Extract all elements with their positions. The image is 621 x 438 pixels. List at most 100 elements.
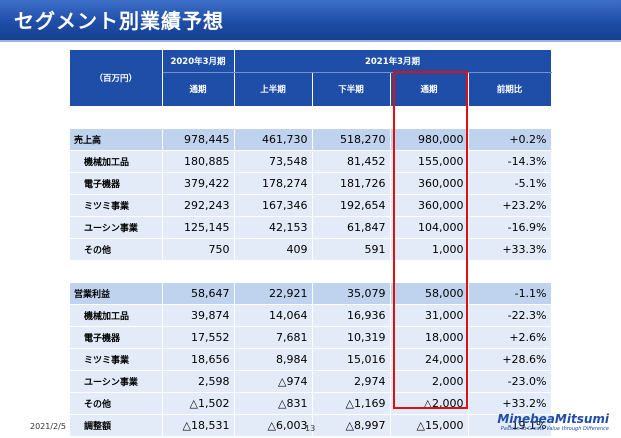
row-label: 電子機器 [70, 326, 163, 349]
table-row: ミツミ事業 292,243 167,346 192,654 360,000 +23.2% [70, 194, 552, 217]
value-cell: 2,974 [312, 370, 391, 393]
value-cell: +33.3% [468, 238, 552, 261]
value-cell: 360,000 [390, 194, 469, 217]
title-bar: セグメント別業績予想 [0, 0, 621, 40]
value-cell: △8,997 [312, 414, 391, 437]
table-row: 電子機器 17,552 7,681 10,319 18,000 +2.6% [70, 326, 552, 349]
row-label: その他 [70, 392, 163, 415]
value-cell: 61,847 [312, 216, 391, 239]
value-cell: 750 [162, 238, 235, 261]
row-label: その他 [70, 238, 163, 261]
value-cell: 58,647 [162, 282, 235, 305]
value-cell: 73,548 [234, 150, 313, 173]
value-cell: -22.3% [468, 304, 552, 327]
value-cell: △1,502 [162, 392, 235, 415]
value-cell: 292,243 [162, 194, 235, 217]
table-row: 電子機器 379,422 178,274 181,726 360,000 -5.1% [70, 172, 552, 195]
row-label: ミツミ事業 [70, 194, 163, 217]
value-cell: △1,169 [312, 392, 391, 415]
value-cell: 58,000 [390, 282, 469, 305]
value-cell: 15,016 [312, 348, 391, 371]
value-cell: 16,936 [312, 304, 391, 327]
value-cell: 360,000 [390, 172, 469, 195]
value-cell: 7,681 [234, 326, 313, 349]
row-label: ミツミ事業 [70, 348, 163, 371]
value-cell: 35,079 [312, 282, 391, 305]
table-row: ユーシン事業 125,145 42,153 61,847 104,000 -16.9% [70, 216, 552, 239]
second-half-header: 下半期 [312, 72, 391, 107]
row-label: 機械加工品 [70, 150, 163, 173]
value-cell: 14,064 [234, 304, 313, 327]
value-cell: -1.1% [468, 282, 552, 305]
row-label: 営業利益 [70, 282, 163, 305]
value-cell: 104,000 [390, 216, 469, 239]
value-cell: +23.2% [468, 194, 552, 217]
value-cell: 8,984 [234, 348, 313, 371]
table-row: その他 750 409 591 1,000 +33.3% [70, 238, 552, 261]
first-half-header: 上半期 [234, 72, 313, 107]
value-cell: 18,656 [162, 348, 235, 371]
value-cell: +0.2% [468, 128, 552, 151]
spacer-row [70, 106, 552, 129]
value-cell: △831 [234, 392, 313, 415]
fy2020-header: 2020年3月期 [162, 50, 235, 73]
row-label: ユーシン事業 [70, 216, 163, 239]
row-label: 電子機器 [70, 172, 163, 195]
value-cell: 192,654 [312, 194, 391, 217]
value-cell: 518,270 [312, 128, 391, 151]
value-cell: △974 [234, 370, 313, 393]
page-title: セグメント別業績予想 [14, 9, 224, 33]
unit-header: （百万円） [70, 50, 163, 107]
value-cell: 2,598 [162, 370, 235, 393]
value-cell: 181,726 [312, 172, 391, 195]
value-cell: 167,346 [234, 194, 313, 217]
value-cell: -23.0% [468, 370, 552, 393]
value-cell: +33.2% [468, 392, 552, 415]
value-cell: 22,921 [234, 282, 313, 305]
table-row: 売上高 978,445 461,730 518,270 980,000 +0.2% [70, 128, 552, 151]
value-cell: -5.1% [468, 172, 552, 195]
value-cell: 2,000 [390, 370, 469, 393]
table-row: 調整額 △18,531 △6,003 △8,997 △15,000 -19.1% [70, 414, 552, 437]
value-cell: 1,000 [390, 238, 469, 261]
fy2020-full-year-header: 通期 [162, 72, 235, 107]
value-cell: 17,552 [162, 326, 235, 349]
value-cell: -16.9% [468, 216, 552, 239]
row-label: ユーシン事業 [70, 370, 163, 393]
table-row: その他 △1,502 △831 △1,169 △2,000 +33.2% [70, 392, 552, 415]
value-cell: 10,319 [312, 326, 391, 349]
fy2021-full-year-header: 通期 [390, 72, 469, 107]
row-label: 機械加工品 [70, 304, 163, 327]
value-cell: △6,003 [234, 414, 313, 437]
table-row: 機械加工品 180,885 73,548 81,452 155,000 -14.3% [70, 150, 552, 173]
logo-tagline: Passion to Create Value through Differen… [500, 426, 609, 432]
value-cell: -14.3% [468, 150, 552, 173]
value-cell: △2,000 [390, 392, 469, 415]
page-number: 13 [305, 424, 316, 433]
value-cell: 125,145 [162, 216, 235, 239]
table-row: 機械加工品 39,874 14,064 16,936 31,000 -22.3% [70, 304, 552, 327]
table-row: 営業利益 58,647 22,921 35,079 58,000 -1.1% [70, 282, 552, 305]
footer-date: 2021/2/5 [30, 422, 66, 431]
row-label: 調整額 [70, 414, 163, 437]
value-cell: 180,885 [162, 150, 235, 173]
value-cell: 409 [234, 238, 313, 261]
table-row: ミツミ事業 18,656 8,984 15,016 24,000 +28.6% [70, 348, 552, 371]
value-cell: 155,000 [390, 150, 469, 173]
table-row: ユーシン事業 2,598 △974 2,974 2,000 -23.0% [70, 370, 552, 393]
company-logo: MinebeaMitsumi Passion to Create Value t… [497, 412, 609, 432]
value-cell: 178,274 [234, 172, 313, 195]
fy2021-header: 2021年3月期 [234, 50, 552, 73]
value-cell: 591 [312, 238, 391, 261]
row-label: 売上高 [70, 128, 163, 151]
header-row-2: 通期 上半期 下半期 通期 前期比 [70, 72, 552, 107]
spacer-row [70, 260, 552, 283]
segment-forecast-table: （百万円） 2020年3月期 2021年3月期 通期 上半期 下半期 通期 前期… [70, 50, 552, 437]
value-cell: 39,874 [162, 304, 235, 327]
title-underline [0, 40, 621, 42]
value-cell: △18,531 [162, 414, 235, 437]
value-cell: 24,000 [390, 348, 469, 371]
value-cell: +28.6% [468, 348, 552, 371]
value-cell: 31,000 [390, 304, 469, 327]
value-cell: 461,730 [234, 128, 313, 151]
